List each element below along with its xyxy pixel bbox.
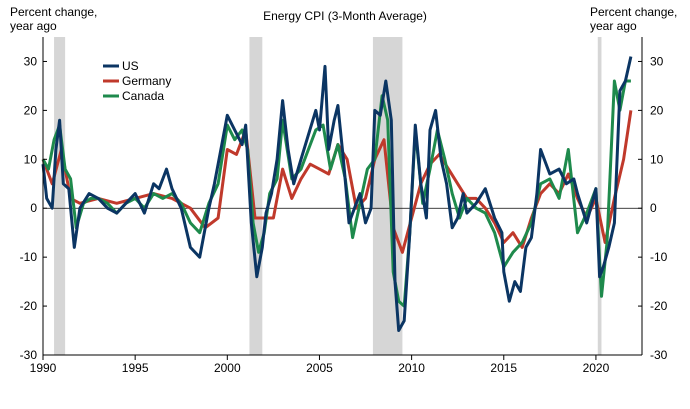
y-tick-label-right: 10	[650, 152, 664, 166]
plot-frame	[42, 37, 643, 356]
legend-label-germany: Germany	[122, 74, 171, 88]
y-tick-label-right: 30	[650, 54, 664, 68]
x-tick-label: 2015	[490, 361, 517, 375]
x-tick-label: 2005	[306, 361, 333, 375]
recession-band-2	[249, 37, 263, 355]
right-axis-label-line1: Percent change,	[590, 5, 678, 19]
y-tick-label-left: -20	[20, 299, 38, 313]
legend-label-canada: Canada	[122, 89, 164, 103]
y-tick-label-right: 0	[650, 201, 657, 215]
recession-band-1	[54, 37, 66, 355]
y-tick-label-left: 20	[24, 103, 38, 117]
legend-label-us: US	[122, 59, 139, 73]
series-lines	[41, 56, 633, 332]
y-tick-label-left: -30	[20, 348, 38, 362]
y-tick-label-left: 30	[24, 54, 38, 68]
y-tick-label-right: 20	[650, 103, 664, 117]
recession-band-4	[597, 37, 602, 355]
y-tick-label-right: -20	[650, 299, 668, 313]
x-tick-label: 2000	[214, 361, 241, 375]
x-tick-label: 2020	[583, 361, 610, 375]
x-tick-label: 2010	[398, 361, 425, 375]
y-tick-label-left: 10	[24, 152, 38, 166]
left-axis-label-line2: year ago	[10, 19, 57, 33]
chart-title: Energy CPI (3-Month Average)	[263, 9, 427, 23]
y-tick-label-right: -30	[650, 348, 668, 362]
x-tick-label: 1995	[122, 361, 149, 375]
y-tick-label-left: -10	[20, 250, 38, 264]
series-line-us	[41, 56, 633, 332]
right-axis-label-line2: year ago	[590, 19, 637, 33]
left-axis-label-line1: Percent change,	[10, 5, 98, 19]
series-line-canada	[41, 79, 631, 308]
y-tick-label-right: -10	[650, 250, 668, 264]
x-tick-label: 1990	[30, 361, 57, 375]
y-tick-label-left: 0	[30, 201, 37, 215]
